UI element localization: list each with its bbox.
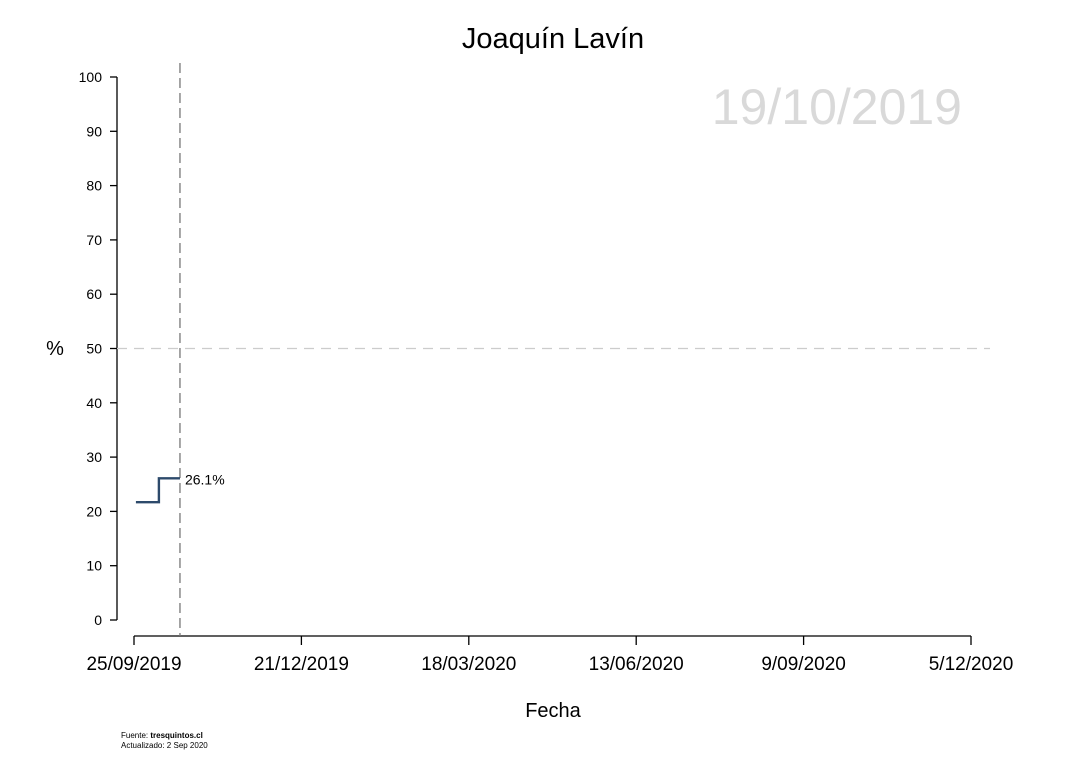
y-tick-label: 50: [86, 341, 102, 357]
x-axis: 25/09/2019 21/12/2019 18/03/2020 13/06/2020…: [86, 635, 1014, 675]
x-tick-label: 9/09/2020: [761, 654, 846, 675]
source-prefix: Fuente:: [121, 731, 151, 740]
x-axis-label: Fecha: [525, 700, 581, 722]
x-tick-label: 5/12/2020: [929, 654, 1014, 675]
reference-lines: [117, 63, 990, 636]
x-tick-label: 13/06/2020: [589, 654, 684, 675]
y-tick-label: 70: [86, 232, 102, 248]
x-tick-label: 18/03/2020: [421, 654, 516, 675]
x-tick-label: 25/09/2019: [86, 654, 181, 675]
y-axis-label: %: [46, 338, 64, 360]
end-value-label: 26.1%: [185, 471, 225, 487]
footer: Fuente: tresquintos.cl Actualizado: 2 Se…: [121, 731, 208, 751]
y-tick-label: 90: [86, 123, 102, 139]
x-tick-label: 21/12/2019: [254, 654, 349, 675]
y-tick-label: 0: [94, 612, 102, 628]
y-tick-label: 100: [79, 69, 103, 85]
series-line: [135, 477, 180, 504]
y-tick-label: 10: [86, 558, 102, 574]
y-tick-label: 20: [86, 503, 102, 519]
date-watermark: 19/10/2019: [712, 79, 962, 135]
y-axis: 0 10 20 30 40 50 60 70 80 90 100: [79, 69, 118, 628]
series-layer: 26.1%: [135, 471, 225, 504]
chart-title: Joaquín Lavín: [462, 23, 644, 55]
y-tick-label: 40: [86, 395, 102, 411]
source-link[interactable]: tresquintos.cl: [150, 731, 203, 740]
source-line: Fuente: tresquintos.cl: [121, 731, 208, 741]
y-tick-label: 60: [86, 286, 102, 302]
y-tick-label: 30: [86, 449, 102, 465]
y-tick-label: 80: [86, 178, 102, 194]
updated-line: Actualizado: 2 Sep 2020: [121, 741, 208, 750]
